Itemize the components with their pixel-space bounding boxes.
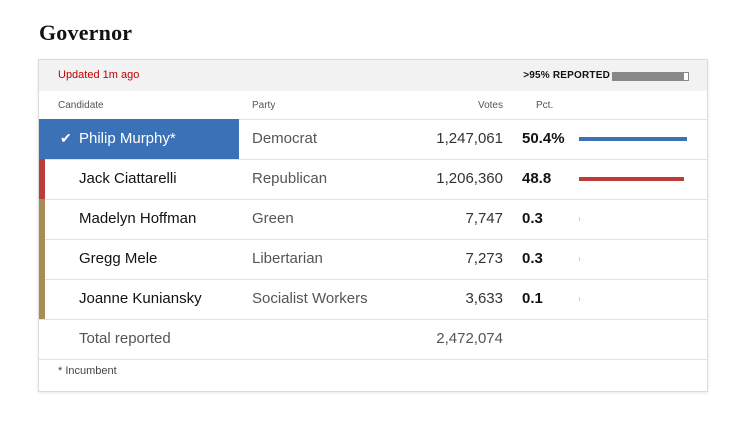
vote-share-bar: [579, 137, 687, 141]
candidate-name: Philip Murphy*: [79, 130, 176, 147]
party-name: Libertarian: [252, 250, 323, 267]
party-color-stripe: [39, 159, 45, 199]
party-name: Democrat: [252, 130, 318, 147]
candidate-name: Joanne Kuniansky: [79, 290, 202, 307]
vote-count: 1,206,360: [436, 170, 503, 187]
table-row[interactable]: ✔ Philip Murphy* Democrat 1,247,061 50.4…: [39, 119, 707, 160]
vote-count: 7,747: [465, 210, 503, 227]
check-icon: ✔: [60, 130, 72, 146]
table-header: Candidate Party Votes Pct.: [39, 91, 707, 120]
vote-percent: 0.1: [522, 290, 543, 307]
candidate-cell: Jack Ciattarelli: [39, 159, 239, 199]
results-card: Updated 1m ago >95% REPORTED Candidate P…: [38, 59, 708, 392]
vote-percent: 0.3: [522, 250, 543, 267]
candidate-name: Gregg Mele: [79, 250, 158, 267]
vote-share-bar: [579, 217, 580, 221]
vote-percent: 48.8: [522, 170, 552, 187]
vote-percent: 50.4%: [522, 130, 565, 147]
column-pct: Pct.: [536, 100, 554, 111]
vote-share-bar: [579, 177, 684, 181]
vote-count: 3,633: [465, 290, 503, 307]
total-votes: 2,472,074: [436, 330, 503, 347]
total-row: Total reported 2,472,074: [39, 319, 707, 360]
party-name: Socialist Workers: [252, 290, 368, 307]
reported-label: >95% REPORTED: [523, 70, 610, 81]
table-row[interactable]: Madelyn Hoffman Green 7,747 0.3: [39, 199, 707, 240]
column-candidate: Candidate: [58, 100, 104, 111]
candidate-name: Jack Ciattarelli: [79, 170, 177, 187]
status-bar: Updated 1m ago >95% REPORTED: [39, 60, 707, 91]
column-party: Party: [252, 100, 276, 111]
winner-cell: ✔ Philip Murphy*: [39, 119, 239, 159]
party-color-stripe: [39, 279, 45, 319]
total-cell: Total reported: [39, 319, 239, 359]
updated-timestamp: Updated 1m ago: [58, 69, 140, 81]
vote-share-bar: [579, 257, 580, 261]
table-row[interactable]: Jack Ciattarelli Republican 1,206,360 48…: [39, 159, 707, 200]
party-color-stripe: [39, 199, 45, 239]
table-row[interactable]: Joanne Kuniansky Socialist Workers 3,633…: [39, 279, 707, 320]
table-row[interactable]: Gregg Mele Libertarian 7,273 0.3: [39, 239, 707, 280]
party-name: Republican: [252, 170, 328, 187]
vote-count: 1,247,061: [436, 130, 503, 147]
candidate-name: Madelyn Hoffman: [79, 210, 197, 227]
total-label: Total reported: [79, 330, 171, 347]
vote-percent: 0.3: [522, 210, 543, 227]
vote-count: 7,273: [465, 250, 503, 267]
reported-progress-bar: [612, 72, 689, 81]
party-color-stripe: [39, 239, 45, 279]
candidate-cell: Madelyn Hoffman: [39, 199, 239, 239]
vote-share-bar: [579, 297, 580, 301]
incumbent-footnote: * Incumbent: [58, 365, 117, 377]
reported-progress-fill: [613, 73, 685, 80]
candidate-cell: Joanne Kuniansky: [39, 279, 239, 319]
race-title: Governor: [39, 20, 133, 45]
candidate-cell: Gregg Mele: [39, 239, 239, 279]
column-votes: Votes: [477, 100, 503, 111]
party-name: Green: [252, 210, 294, 227]
